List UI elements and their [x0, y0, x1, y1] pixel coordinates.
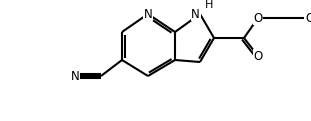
- Text: N: N: [71, 69, 79, 83]
- Text: CH₃: CH₃: [305, 11, 311, 24]
- Text: O: O: [253, 49, 262, 63]
- Text: N: N: [144, 8, 152, 20]
- Text: N: N: [191, 8, 200, 20]
- Text: O: O: [253, 11, 262, 24]
- Text: H: H: [205, 0, 213, 10]
